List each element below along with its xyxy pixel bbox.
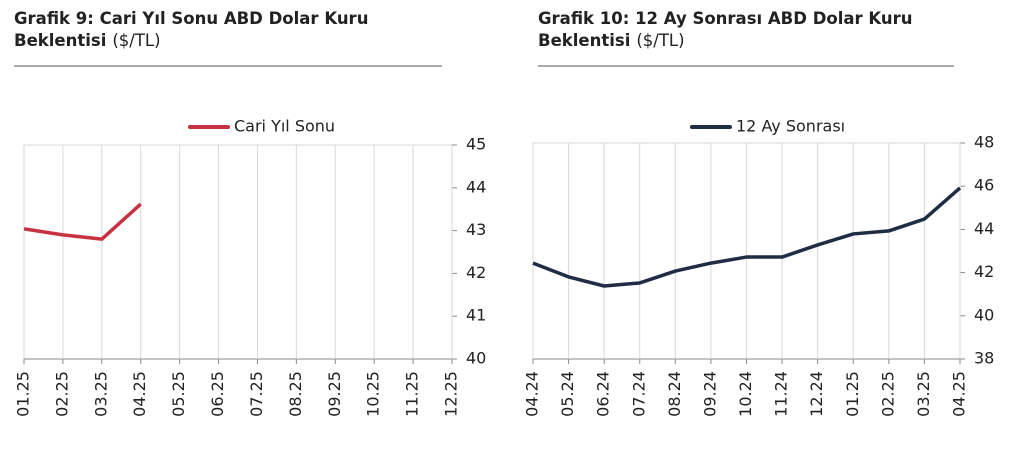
chart-unit: ($/TL) [112, 31, 160, 50]
x-tick-label: 04.25 [950, 371, 969, 417]
x-tick-label: 06.25 [208, 371, 227, 417]
x-tick-label: 11.24 [772, 371, 791, 417]
x-tick-label: 12.25 [442, 371, 461, 417]
legend-label: 12 Ay Sonrası [736, 117, 845, 136]
x-tick-label: 02.25 [52, 371, 71, 417]
x-tick-label: 11.25 [403, 371, 422, 417]
x-tick-label: 07.25 [247, 371, 266, 417]
x-tick-label: 02.25 [878, 371, 897, 417]
x-tick-label: 05.24 [558, 371, 577, 417]
x-tick-label: 06.24 [594, 371, 613, 417]
y-tick-label: 45 [466, 135, 486, 154]
x-tick-label: 01.25 [14, 371, 33, 417]
x-tick-label: 08.25 [286, 371, 305, 417]
x-tick-label: 09.25 [325, 371, 344, 417]
x-tick-label: 04.24 [523, 371, 542, 417]
chart-unit: ($/TL) [636, 31, 684, 50]
title-line: Beklentisi [14, 31, 106, 50]
y-tick-label: 46 [974, 176, 994, 195]
y-tick-label: 38 [974, 349, 994, 368]
x-tick-label: 07.24 [629, 371, 648, 417]
y-tick-label: 41 [466, 306, 486, 325]
chart-title: Grafik 9: Cari Yıl Sonu ABD Dolar Kuru Be… [14, 9, 368, 50]
x-tick-label: 05.25 [169, 371, 188, 417]
x-tick-label: 12.24 [807, 371, 826, 417]
y-tick-label: 43 [466, 220, 486, 239]
y-tick-label: 40 [466, 349, 486, 368]
y-tick-label: 48 [974, 133, 994, 152]
title-line: Beklentisi [538, 31, 630, 50]
series-line [532, 186, 962, 288]
chart-title: Grafik 10: 12 Ay Sonrası ABD Dolar Kuru B… [538, 9, 913, 50]
title-line: Grafik 10: 12 Ay Sonrası ABD Dolar Kuru [538, 9, 913, 28]
legend-label: Cari Yıl Sonu [234, 117, 335, 136]
x-tick-label: 03.25 [91, 371, 110, 417]
y-tick-label: 42 [466, 263, 486, 282]
title-line: Grafik 9: Cari Yıl Sonu ABD Dolar Kuru [14, 9, 368, 28]
x-tick-label: 10.24 [736, 371, 755, 417]
x-tick-label: 04.25 [130, 371, 149, 417]
x-tick-label: 01.25 [843, 371, 862, 417]
x-tick-label: 10.25 [364, 371, 383, 417]
y-tick-label: 44 [974, 219, 994, 238]
x-tick-label: 08.24 [665, 371, 684, 417]
y-tick-label: 44 [466, 177, 486, 196]
y-tick-label: 42 [974, 262, 994, 281]
x-tick-label: 03.25 [914, 371, 933, 417]
x-tick-label: 09.24 [700, 371, 719, 417]
series-line [23, 202, 142, 241]
y-tick-label: 40 [974, 305, 994, 324]
